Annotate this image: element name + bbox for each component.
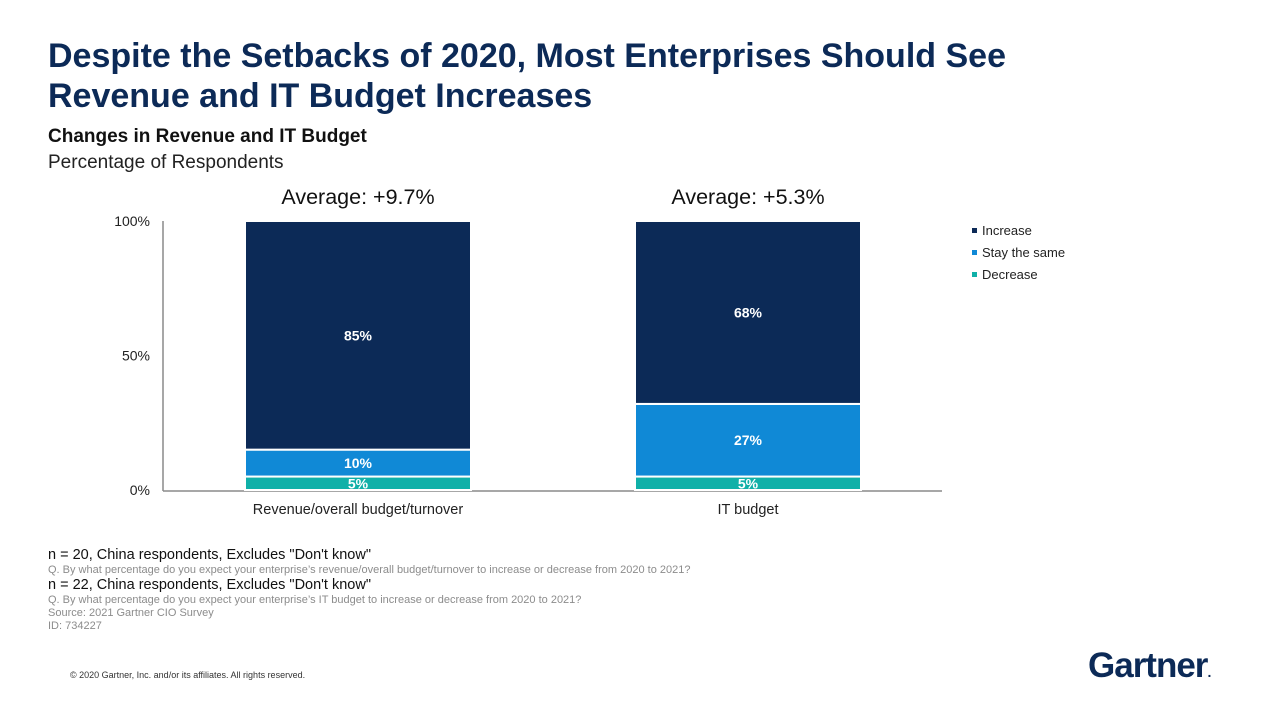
bar-segment-increase-1 [634,220,862,405]
footnotes: n = 20, China respondents, Excludes "Don… [48,547,948,633]
legend-swatch-increase [972,228,977,233]
legend-label-increase: Increase [982,223,1032,238]
gartner-logo: Gartner. [1088,644,1211,694]
legend-swatch-decrease [972,272,977,277]
chart-subtitle: Percentage of Respondents [48,152,284,173]
data-label-decrease-1: 5% [738,475,759,491]
category-label-0: Revenue/overall budget/turnover [253,502,464,518]
data-label-decrease-0: 5% [348,475,369,491]
sample-note-revenue: n = 20, China respondents, Excludes "Don… [48,547,371,563]
source-note: Source: 2021 Gartner CIO Survey [48,607,214,619]
average-annotation-0: Average: +9.7% [281,185,434,209]
slide-title: Despite the Setbacks of 2020, Most Enter… [48,36,1198,116]
y-tick-label-2: 100% [114,213,150,229]
question-note-it-budget: Q. By what percentage do you expect your… [48,594,582,606]
legend-label-decrease: Decrease [982,267,1038,282]
slide-title-line-1: Despite the Setbacks of 2020, Most Enter… [48,37,1006,75]
data-label-increase-0: 85% [344,327,373,343]
average-annotation-1: Average: +5.3% [671,185,824,209]
category-label-1: IT budget [717,502,778,518]
bar-segment-increase-0 [244,220,472,451]
y-tick-label-1: 50% [122,348,150,364]
chart-title: Changes in Revenue and IT Budget [48,126,367,147]
logo-text: Gartner [1088,646,1208,685]
logo-dot: . [1207,664,1212,680]
sample-note-it-budget: n = 22, China respondents, Excludes "Don… [48,577,371,593]
bar-segment-stay-the-same-1 [634,402,862,478]
question-note-revenue: Q. By what percentage do you expect your… [48,564,691,576]
y-tick-label-0: 0% [130,482,150,498]
legend-label-stay-the-same: Stay the same [982,245,1065,260]
slide-title-line-2: Revenue and IT Budget Increases [48,77,593,115]
data-label-stay-the-same-1: 27% [734,432,763,448]
data-label-stay-the-same-0: 10% [344,455,373,471]
copyright-text: © 2020 Gartner, Inc. and/or its affiliat… [70,670,306,680]
id-note: ID: 734227 [48,620,102,632]
data-label-increase-1: 68% [734,304,763,320]
legend-swatch-stay-the-same [972,250,977,255]
